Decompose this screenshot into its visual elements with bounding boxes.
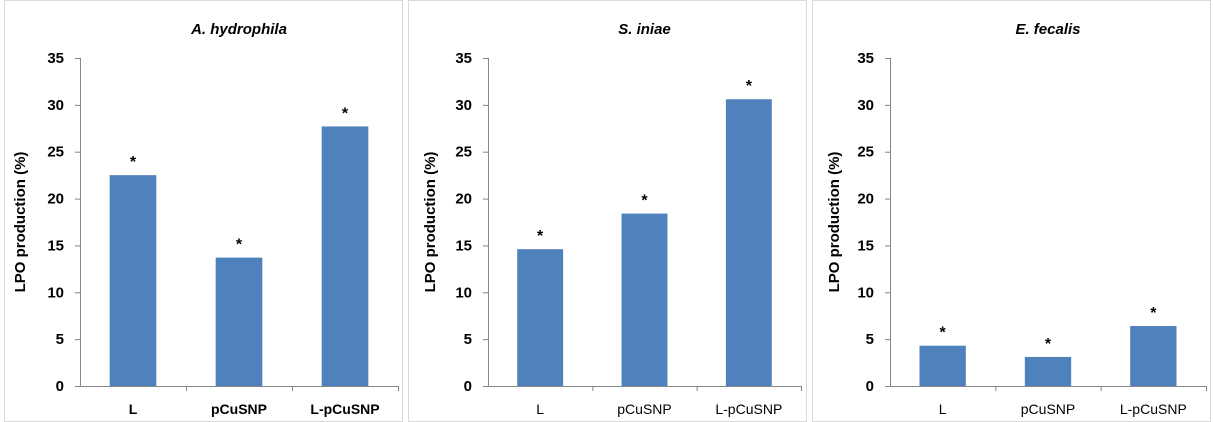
significance-marker: *: [940, 325, 947, 342]
y-tick-label: 35: [455, 50, 472, 67]
x-tick-label: L-pCuSNP: [715, 401, 782, 417]
chart-title: S. iniae: [618, 21, 671, 38]
bar: [725, 99, 772, 386]
y-tick-label: 5: [866, 331, 874, 348]
significance-marker: *: [236, 237, 243, 254]
y-tick-label: 20: [857, 191, 874, 208]
chart-panel-s-iniae: S. iniae LPO production (%) 0 5 10 15 20 25 30 35…: [408, 0, 808, 422]
y-axis-label: LPO production (%): [422, 152, 439, 293]
y-tick-label: 10: [455, 284, 472, 301]
significance-marker: *: [342, 105, 349, 122]
bar: [321, 126, 369, 386]
chart-panel-e-fecalis: E. fecalis LPO production (%) 0 5 10 15 20 25 30…: [812, 0, 1212, 422]
bar: [109, 175, 157, 386]
significance-marker: *: [1045, 336, 1052, 353]
chart-title: E. fecalis: [1015, 21, 1080, 38]
y-tick-label: 25: [857, 144, 874, 161]
y-tick-label: 0: [866, 378, 874, 395]
y-tick-label: 20: [455, 191, 472, 208]
chart-panel-a-hydrophila: A. hydrophila LPO production (%) 0 5 10 15 20 2…: [0, 0, 404, 422]
y-tick-label: 30: [47, 97, 64, 114]
significance-marker: *: [537, 228, 544, 245]
chart-svg: A. hydrophila LPO production (%) 0 5 10 15 20 2…: [4, 0, 403, 422]
y-axis-label: LPO production (%): [12, 152, 29, 293]
x-tick-label: L: [939, 401, 947, 417]
bar: [1024, 356, 1072, 386]
y-tick-label: 10: [857, 284, 874, 301]
y-tick-label: 35: [47, 50, 64, 67]
y-tick-label: 30: [857, 97, 874, 114]
x-tick-label: L-pCuSNP: [310, 401, 379, 417]
y-tick-label: 25: [455, 144, 472, 161]
bar: [1130, 326, 1177, 386]
y-tick-label: 15: [455, 237, 472, 254]
x-tick-label: pCuSNP: [617, 401, 671, 417]
y-tick-label: 0: [56, 378, 64, 395]
bar: [215, 257, 263, 386]
y-tick-label: 5: [56, 331, 64, 348]
y-tick-label: 15: [857, 237, 874, 254]
significance-marker: *: [1150, 305, 1157, 322]
x-tick-label: L-pCuSNP: [1120, 401, 1187, 417]
x-tick-label: L: [129, 401, 138, 417]
bar: [621, 213, 668, 386]
y-tick-label: 5: [464, 331, 472, 348]
y-tick-label: 20: [47, 191, 64, 208]
bar: [517, 249, 564, 386]
chart-svg: E. fecalis LPO production (%) 0 5 10 15 20 25 30…: [812, 0, 1211, 422]
y-tick-label: 10: [47, 284, 64, 301]
y-axis-label: LPO production (%): [826, 152, 843, 293]
y-tick-label: 0: [464, 378, 472, 395]
chart-title: A. hydrophila: [190, 21, 287, 38]
chart-svg: S. iniae LPO production (%) 0 5 10 15 20 25 30 35…: [408, 0, 807, 422]
y-tick-label: 35: [857, 50, 874, 67]
bar: [919, 345, 966, 386]
x-tick-label: pCuSNP: [1021, 401, 1075, 417]
y-tick-label: 30: [455, 97, 472, 114]
y-tick-label: 15: [47, 237, 64, 254]
y-tick-label: 25: [47, 144, 64, 161]
significance-marker: *: [641, 193, 648, 210]
significance-marker: *: [130, 154, 137, 171]
x-tick-label: pCuSNP: [211, 401, 267, 417]
significance-marker: *: [746, 78, 753, 95]
x-tick-label: L: [536, 401, 544, 417]
